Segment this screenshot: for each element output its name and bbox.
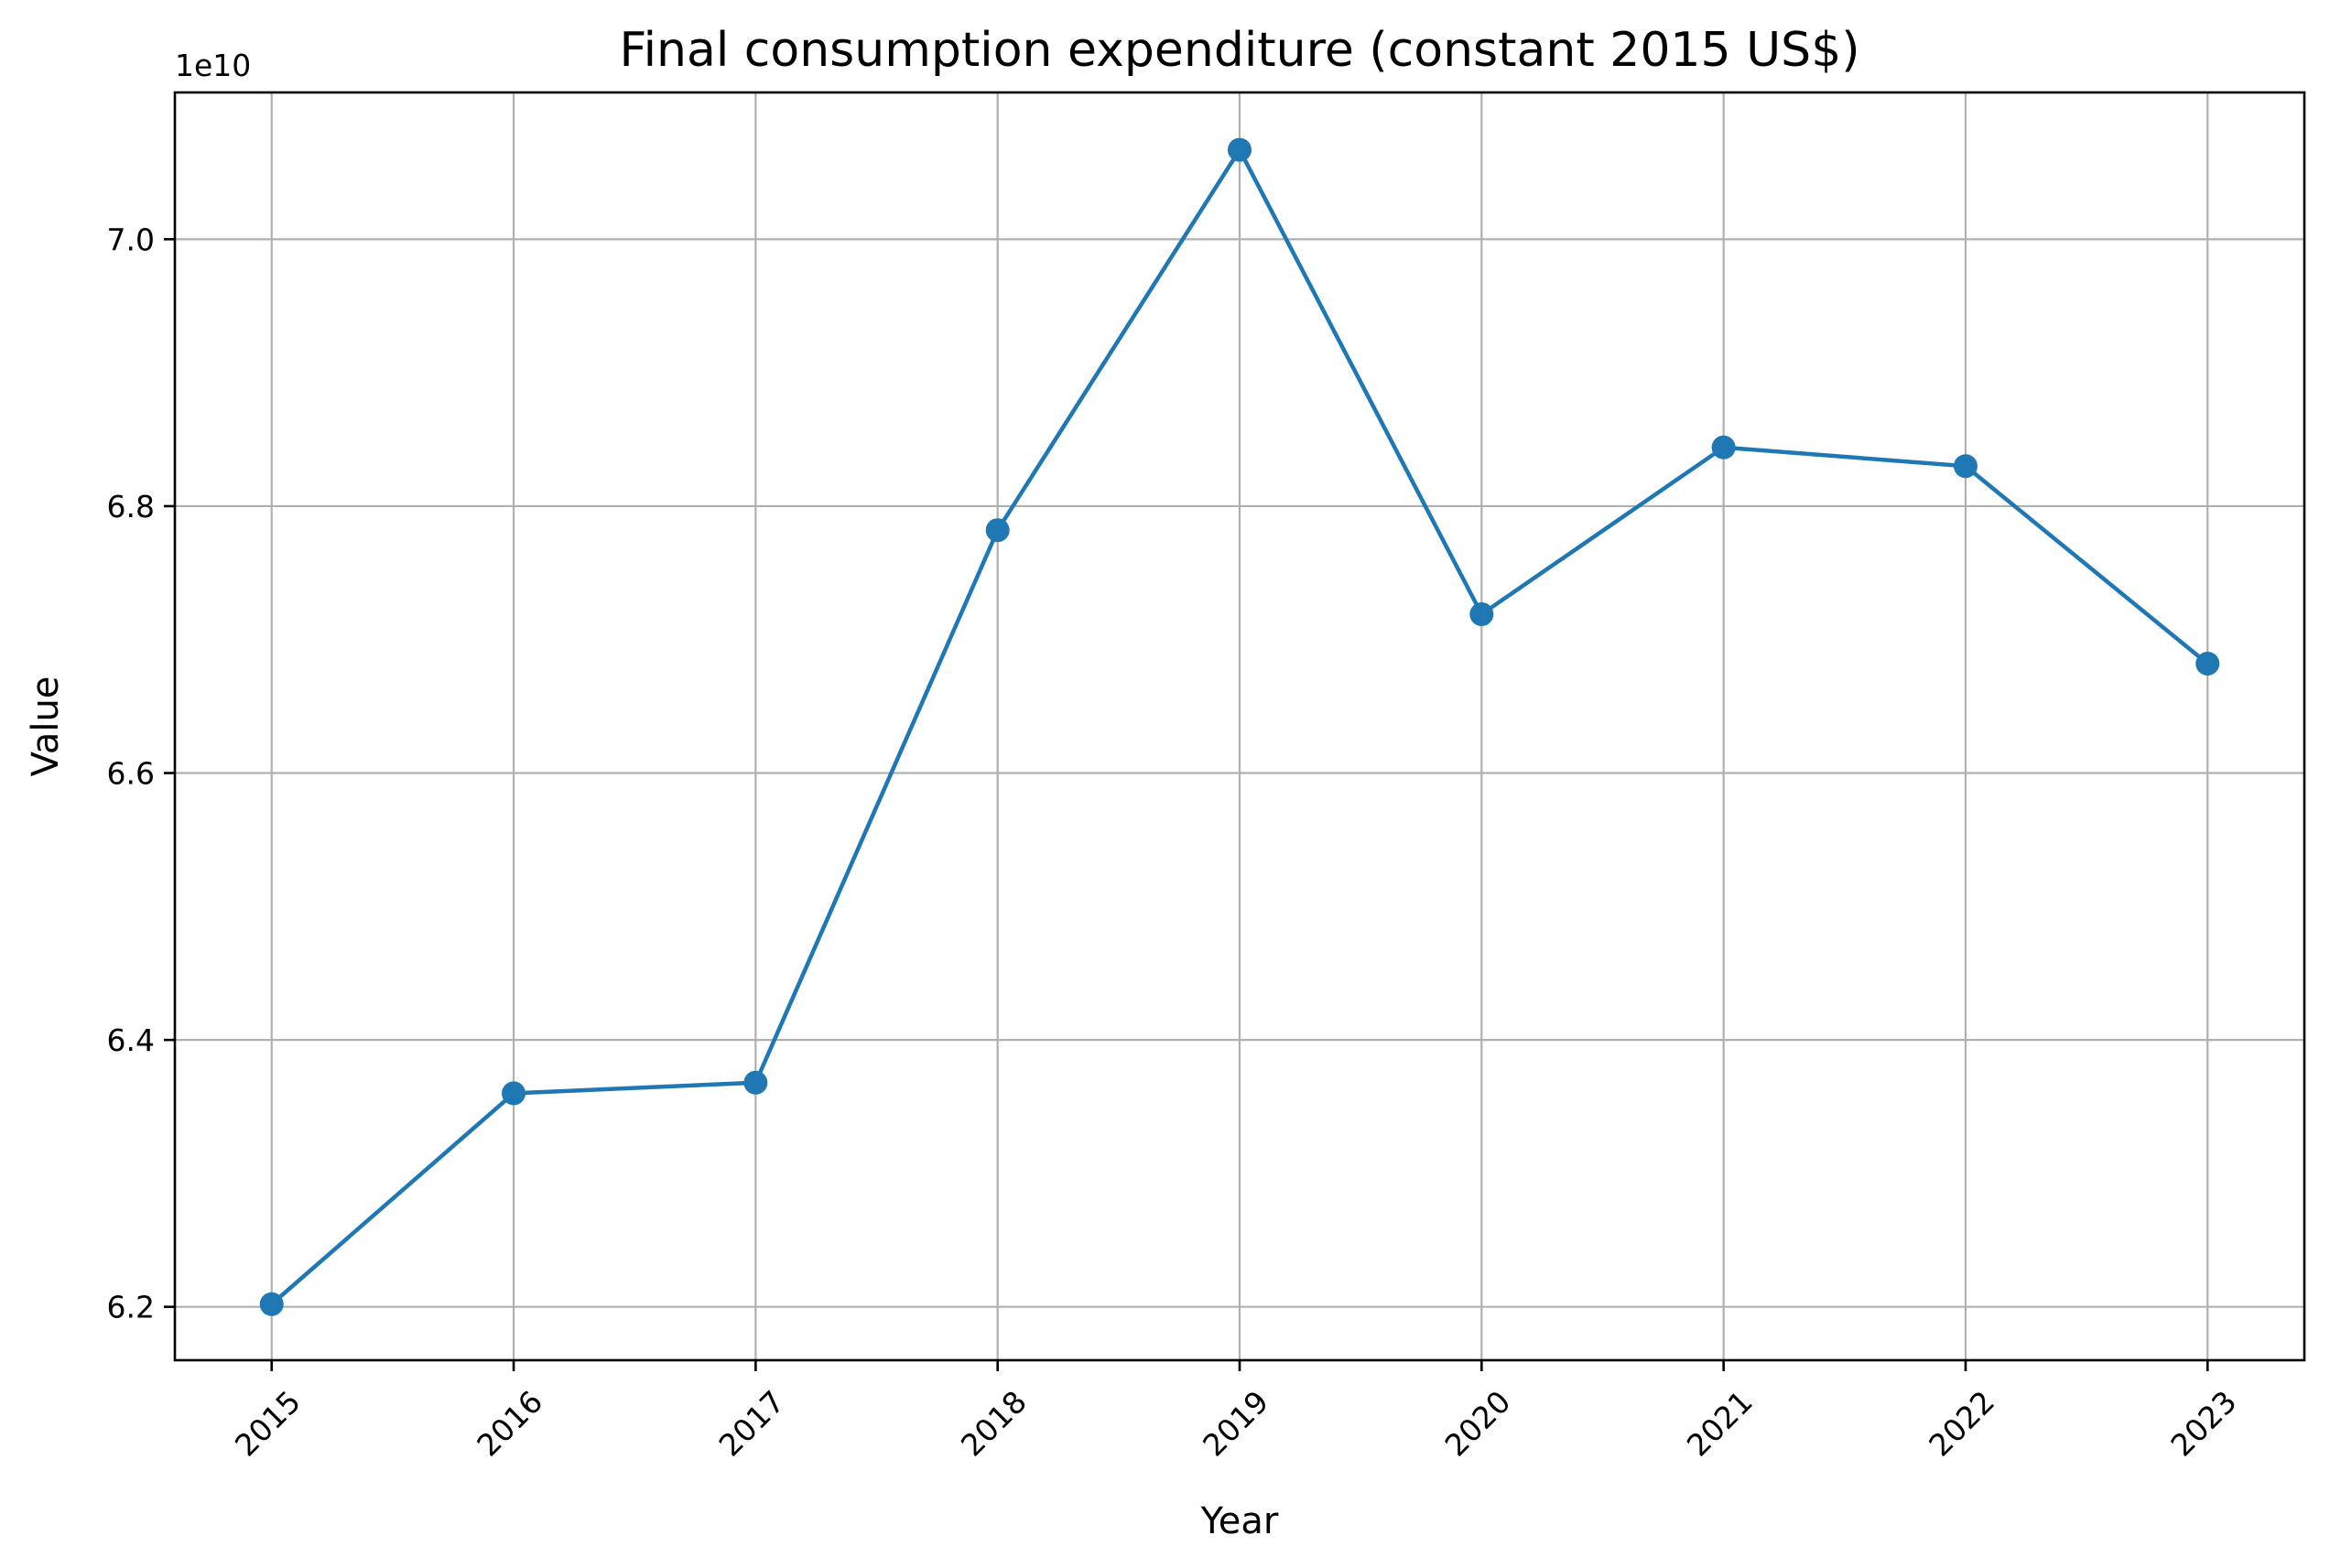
data-point-2022 [1953,454,1978,479]
y-axis-title: Value [25,676,67,777]
data-point-2023 [2195,651,2220,676]
x-axis-title: Year [1200,1500,1279,1542]
y-tick-label: 6.6 [107,756,155,792]
data-point-2020 [1469,602,1494,627]
y-tick-label: 7.0 [107,222,155,257]
data-point-2015 [259,1292,284,1316]
data-point-2016 [502,1081,526,1106]
y-axis-offset-label: 1e10 [175,48,251,83]
chart-title: Final consumption expenditure (constant … [619,23,1859,78]
y-tick-label: 6.8 [107,489,155,524]
data-point-2021 [1711,435,1736,460]
series-layer [259,137,2220,1316]
grid-lines [175,92,2304,1360]
data-point-2018 [985,518,1010,543]
y-tick-label: 6.4 [107,1022,155,1058]
y-tick-label: 6.2 [107,1290,155,1325]
data-point-2017 [743,1070,768,1095]
data-point-2019 [1228,137,1252,162]
